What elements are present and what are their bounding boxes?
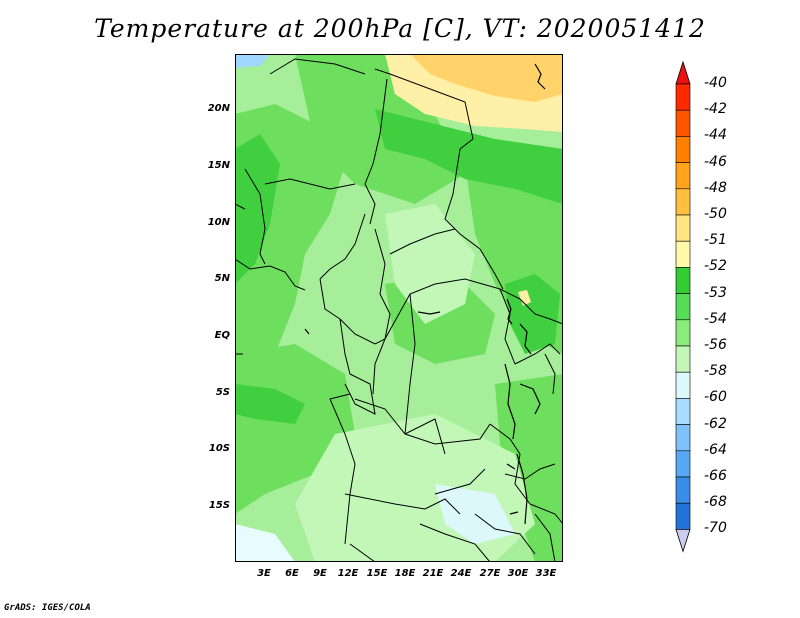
colorbar-swatch: [675, 293, 691, 321]
lat-label: 20N: [207, 103, 230, 114]
colorbar-label: -53: [704, 284, 727, 301]
colorbar-label: -70: [704, 520, 727, 537]
colorbar-swatch: [675, 83, 691, 111]
map-title: Temperature at 200hPa [C], VT: 202005141…: [94, 14, 706, 43]
lon-label: 3E: [257, 568, 271, 579]
colorbar-swatch: [675, 398, 691, 425]
colorbar-label: -48: [704, 179, 727, 196]
colorbar-label: -42: [704, 101, 727, 118]
lon-label: 27E: [479, 568, 501, 579]
lat-label: 10N: [207, 217, 230, 228]
field-light-blue-corner: [235, 54, 270, 68]
field-dark-green-coast: [235, 384, 305, 424]
colorbar-bottom-arrow: [675, 529, 691, 553]
colorbar-label: -54: [704, 310, 727, 327]
lon-label: 24E: [450, 568, 472, 579]
lon-label: 21E: [422, 568, 444, 579]
lat-label: 10S: [208, 443, 230, 454]
lon-label: 30E: [507, 568, 529, 579]
grads-credit: GrADS: IGES/COLA: [4, 603, 91, 613]
lat-label: EQ: [214, 330, 230, 341]
colorbar-label: -51: [704, 232, 727, 249]
field-pale-blue-southwest: [235, 524, 295, 562]
temperature-map: [235, 54, 563, 562]
colorbar-swatch: [675, 345, 691, 373]
colorbar-label: -40: [704, 75, 727, 91]
colorbar-label: -44: [704, 127, 727, 144]
colorbar-swatch: [675, 371, 691, 399]
field-yellow-spot: [518, 290, 531, 306]
colorbar-label: -60: [704, 389, 727, 406]
field-pale-east: [385, 204, 475, 324]
lon-label: 15E: [366, 568, 388, 579]
lon-label: 6E: [285, 568, 299, 579]
lat-label: 15N: [207, 160, 230, 171]
field-orange-north: [410, 54, 563, 102]
colorbar-top-arrow: [675, 60, 691, 85]
colorbar-swatch: [675, 502, 691, 530]
colorbar-swatch: [675, 319, 691, 347]
colorbar-swatch: [675, 424, 691, 452]
colorbar-label: -46: [704, 153, 727, 170]
colorbar-swatch: [675, 162, 691, 190]
colorbar-swatch: [675, 476, 691, 504]
field-mid-green-coast: [235, 344, 355, 514]
lakes: [304, 63, 546, 525]
colorbar-label: -58: [704, 363, 727, 380]
lon-label: 18E: [394, 568, 416, 579]
colorbar-swatch: [675, 136, 691, 163]
colorbar-label: -50: [704, 206, 727, 222]
colorbar-label: -64: [704, 441, 727, 458]
colorbar-label: -68: [704, 494, 727, 511]
lon-label: 9E: [313, 568, 327, 579]
map-frame: [235, 54, 563, 562]
field-mid-green-southeast: [495, 374, 563, 562]
country-borders: [235, 58, 563, 562]
lat-label: 15S: [208, 500, 230, 511]
colorbar-label: -62: [704, 415, 727, 432]
lat-label: 5S: [215, 387, 230, 398]
lon-label: 12E: [337, 568, 359, 579]
colorbar-swatch: [675, 240, 691, 268]
colorbar-swatch: [675, 188, 691, 216]
colorbar-swatch: [675, 214, 691, 242]
colorbar-swatch: [675, 267, 691, 294]
field-dark-green-sahel: [375, 109, 563, 204]
lat-label: 5N: [214, 273, 230, 284]
lon-label: 33E: [535, 568, 557, 579]
colorbar-swatch: [675, 450, 691, 478]
colorbar: [675, 60, 691, 553]
colorbar-label: -52: [704, 258, 727, 275]
colorbar-label: -66: [704, 468, 727, 484]
colorbar-label: -56: [704, 337, 727, 353]
colorbar-swatch: [675, 109, 691, 137]
